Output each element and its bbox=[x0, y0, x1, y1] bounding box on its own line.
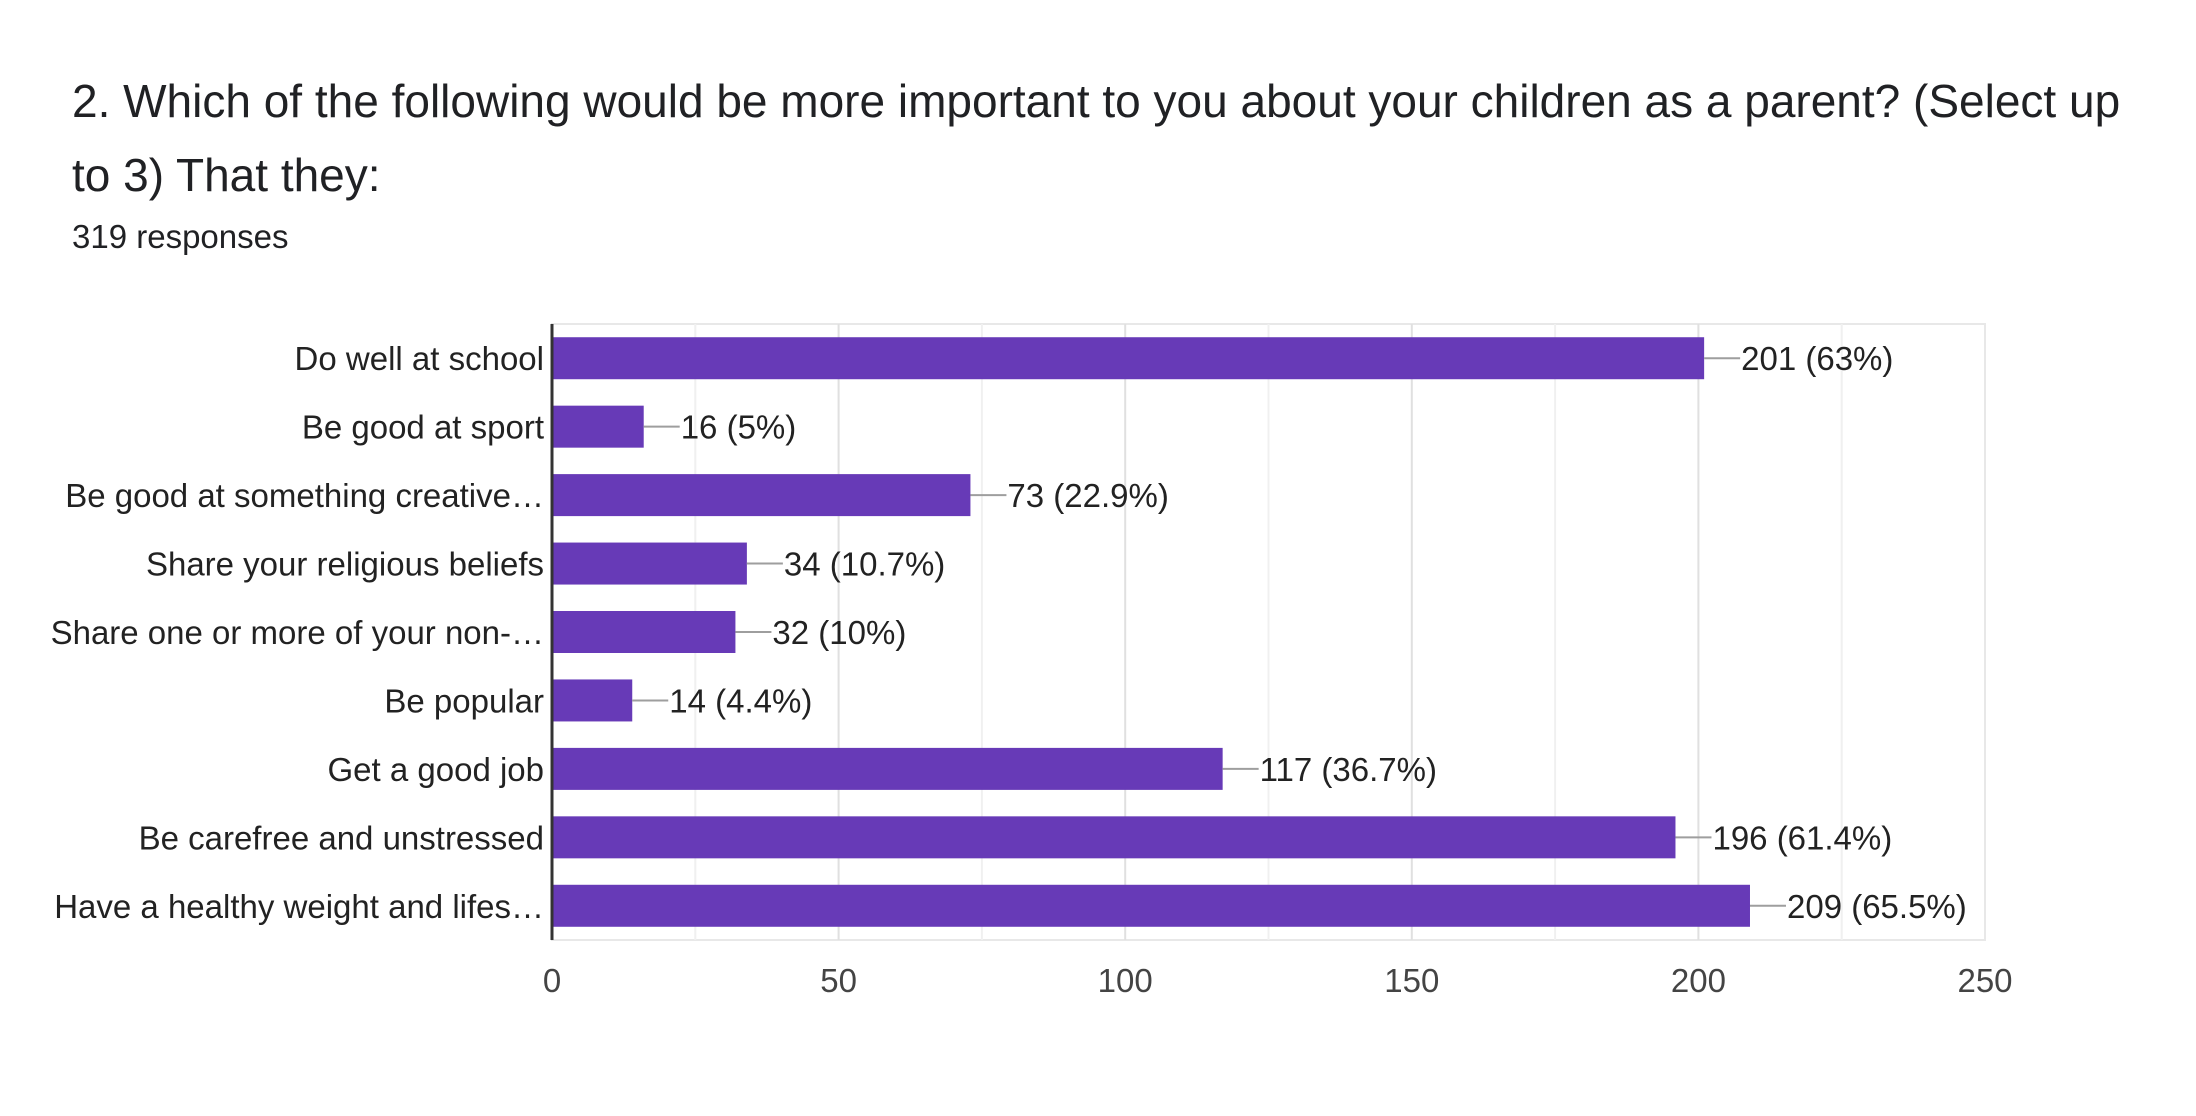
bar bbox=[552, 679, 633, 722]
category-label: Share your religious beliefs bbox=[146, 546, 544, 583]
data-label: 16 (5%) bbox=[681, 409, 797, 446]
question-title: 2. Which of the following would be more … bbox=[72, 75, 2121, 201]
category-label: Get a good job bbox=[328, 751, 545, 788]
x-tick-label: 250 bbox=[1957, 962, 2012, 999]
data-label: 34 (10.7%) bbox=[784, 546, 945, 583]
bar bbox=[552, 405, 644, 448]
bar bbox=[552, 542, 747, 585]
x-tick-label: 150 bbox=[1384, 962, 1439, 999]
category-label: Be good at sport bbox=[302, 409, 544, 446]
data-label: 201 (63%) bbox=[1741, 340, 1893, 377]
category-label: Share one or more of your non-… bbox=[51, 614, 544, 651]
data-label: 196 (61.4%) bbox=[1712, 819, 1892, 856]
category-label: Have a healthy weight and lifes… bbox=[54, 888, 544, 925]
data-label: 73 (22.9%) bbox=[1007, 477, 1168, 514]
x-tick-label: 200 bbox=[1671, 962, 1726, 999]
category-label: Be good at something creative… bbox=[65, 477, 544, 514]
bar bbox=[552, 884, 1750, 927]
x-tick-label: 0 bbox=[543, 962, 561, 999]
bar bbox=[552, 816, 1676, 859]
category-label: Be popular bbox=[384, 682, 544, 719]
bar bbox=[552, 611, 736, 653]
category-label: Do well at school bbox=[295, 340, 544, 377]
bar bbox=[552, 474, 971, 517]
response-count: 319 responses bbox=[72, 218, 289, 255]
data-label: 117 (36.7%) bbox=[1260, 751, 1437, 788]
bar bbox=[552, 747, 1223, 790]
data-label: 14 (4.4%) bbox=[669, 682, 812, 719]
x-tick-label: 100 bbox=[1098, 962, 1153, 999]
category-label: Be carefree and unstressed bbox=[139, 819, 544, 856]
bar bbox=[552, 337, 1705, 380]
x-tick-label: 50 bbox=[820, 962, 857, 999]
data-label: 209 (65.5%) bbox=[1787, 888, 1967, 925]
data-label: 32 (10%) bbox=[772, 614, 906, 651]
